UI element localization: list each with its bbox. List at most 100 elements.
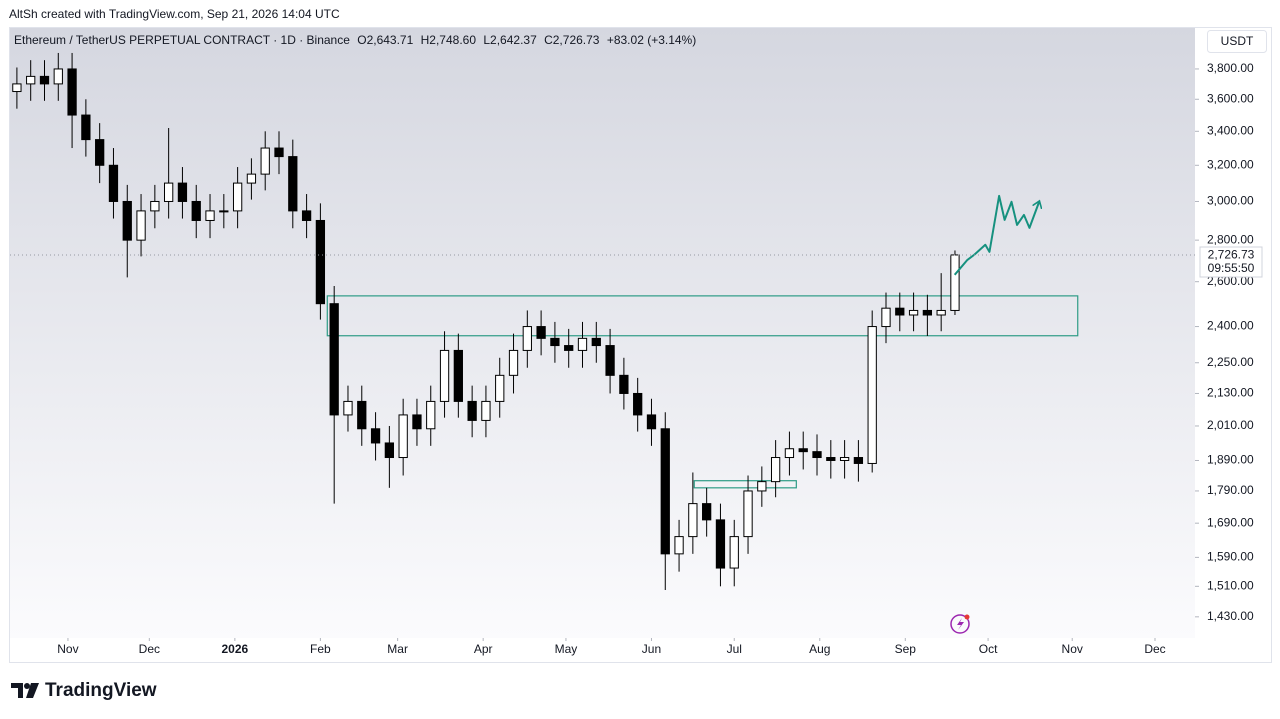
candle-body <box>26 75 36 85</box>
candle-body <box>936 309 946 316</box>
candle-body <box>39 75 50 85</box>
y-tick-label: 1,430.00 <box>1207 609 1254 623</box>
x-tick-label: Jul <box>727 642 742 656</box>
candle-body <box>522 326 532 351</box>
y-tick-label: 3,000.00 <box>1207 194 1254 208</box>
candle-body <box>577 337 588 351</box>
ohlc-low: L2,642.37 <box>483 33 537 47</box>
candle-body <box>536 326 546 339</box>
candle-body <box>495 374 505 402</box>
candle-body <box>232 182 243 212</box>
candle-body <box>219 210 229 213</box>
x-tick-label: Apr <box>474 642 493 656</box>
candle-body <box>729 536 739 569</box>
candle-body <box>426 400 436 430</box>
event-icon[interactable] <box>950 614 970 634</box>
x-tick-label: May <box>555 642 578 656</box>
candle-body <box>315 219 326 305</box>
y-tick-label: 2,130.00 <box>1207 386 1254 400</box>
x-tick-label: Oct <box>979 642 998 656</box>
candle-body <box>770 457 781 483</box>
brand: TradingView <box>45 680 157 701</box>
candle-body <box>95 139 105 166</box>
y-tick-label: 1,690.00 <box>1207 515 1254 529</box>
event-bolt <box>957 618 964 630</box>
candle-body <box>867 326 877 464</box>
x-tick-label: Dec <box>1144 642 1165 656</box>
brand-logo <box>11 683 39 698</box>
candle-body <box>67 68 77 116</box>
candle-body <box>150 200 160 212</box>
candle-body <box>895 307 905 316</box>
candle-body <box>674 536 684 555</box>
candle-body <box>108 164 119 202</box>
y-tick-label: 1,890.00 <box>1207 453 1254 467</box>
candle-body <box>12 83 22 93</box>
candle-body <box>53 68 63 85</box>
zone-box <box>693 480 797 489</box>
candle-body <box>646 414 657 430</box>
x-tick-label: Jun <box>642 642 661 656</box>
candle-body <box>688 503 698 538</box>
candle-body <box>177 182 188 202</box>
candle-body <box>508 349 519 376</box>
ohlc-high: H2,748.60 <box>421 33 477 47</box>
candle-body <box>564 345 574 351</box>
candle-body <box>439 349 450 402</box>
x-tick-label: Mar <box>387 642 408 656</box>
candle-body <box>839 457 850 461</box>
candle-body <box>329 303 339 416</box>
y-tick-label: 2,400.00 <box>1207 319 1254 333</box>
candle-body <box>412 414 422 430</box>
ohlc-close: C2,726.73 <box>544 33 600 47</box>
candle-body <box>205 210 215 221</box>
currency-label[interactable]: USDT <box>1221 34 1254 48</box>
candle-body <box>605 345 615 376</box>
plot-area <box>10 28 1195 638</box>
x-tick-label: Dec <box>139 642 160 656</box>
candle-body <box>702 503 712 521</box>
y-tick-label: 3,800.00 <box>1207 61 1254 75</box>
candle-body <box>812 451 822 459</box>
candle-body <box>881 307 891 328</box>
candle-body <box>191 200 201 221</box>
x-tick-label: Nov <box>57 642 78 656</box>
candle-body <box>591 337 601 347</box>
candle-body <box>950 254 960 311</box>
y-tick-label: 2,010.00 <box>1207 418 1254 432</box>
last-price-box <box>1199 246 1263 278</box>
y-tick-label: 3,600.00 <box>1207 91 1254 105</box>
countdown-label: 09:55:50 <box>1208 261 1255 275</box>
candle-body <box>467 400 477 421</box>
y-tick-label: 3,200.00 <box>1207 157 1254 171</box>
x-tick-label: Feb <box>310 642 331 656</box>
x-tick-label: Sep <box>895 642 917 656</box>
y-tick-label: 1,790.00 <box>1207 483 1254 497</box>
x-tick-label: 2026 <box>222 642 249 656</box>
currency-button[interactable] <box>1207 30 1267 53</box>
candle-body <box>384 442 395 459</box>
candle-body <box>619 374 629 394</box>
candle-body <box>715 519 726 569</box>
candle-body <box>246 173 257 184</box>
y-tick-label: 2,800.00 <box>1207 232 1254 246</box>
symbol: Ethereum / TetherUS PERPETUAL CONTRACT ·… <box>14 33 350 47</box>
candle-body <box>798 448 808 453</box>
candle-body <box>260 147 270 175</box>
candle-body <box>660 428 670 555</box>
candle-body <box>853 457 864 464</box>
zone-box <box>326 295 1079 337</box>
x-tick-label: Nov <box>1062 642 1083 656</box>
candle-body <box>370 428 381 444</box>
event-dot <box>964 614 970 620</box>
plot <box>10 52 1195 591</box>
candle-body <box>136 210 146 241</box>
candle-body <box>288 156 298 212</box>
x-tick-label: Aug <box>809 642 830 656</box>
y-tick-label: 1,510.00 <box>1207 578 1254 592</box>
candle-body <box>550 337 560 347</box>
candle-body <box>922 309 933 316</box>
projection-line <box>953 194 1039 276</box>
